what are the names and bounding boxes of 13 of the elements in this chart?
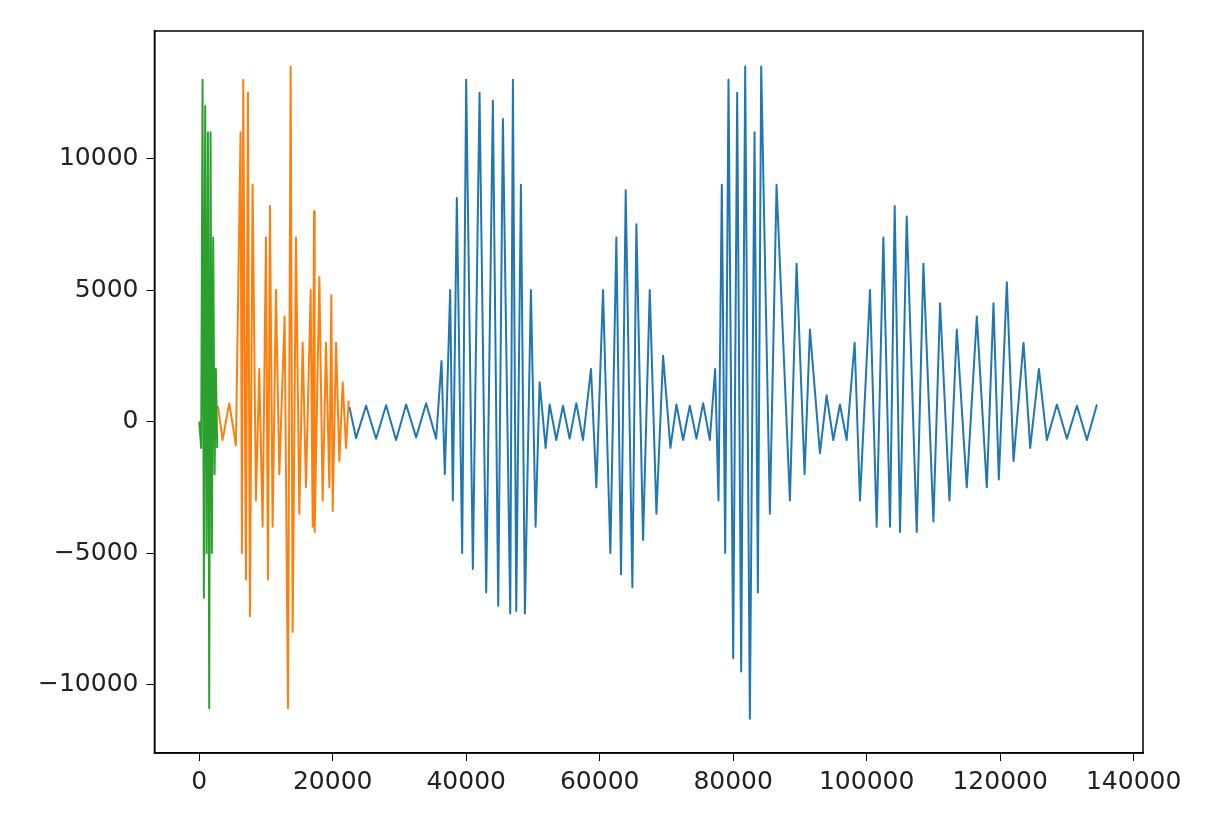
y-tick-label: 0 xyxy=(122,405,139,435)
y-tick-label: 5000 xyxy=(74,273,139,303)
y-tick-label: −10000 xyxy=(37,668,139,698)
x-tick-label: 60000 xyxy=(559,765,640,795)
y-tick-label: 10000 xyxy=(58,142,139,172)
x-tick-label: 140000 xyxy=(1085,765,1182,795)
y-tick-label: −5000 xyxy=(53,536,139,566)
x-tick-label: 100000 xyxy=(818,765,915,795)
x-tick-label: 40000 xyxy=(426,765,506,795)
x-tick-label: 120000 xyxy=(952,765,1048,795)
x-tick-label: 0 xyxy=(191,765,208,795)
x-tick-label: 80000 xyxy=(693,765,773,795)
x-tick-label: 20000 xyxy=(292,765,373,795)
